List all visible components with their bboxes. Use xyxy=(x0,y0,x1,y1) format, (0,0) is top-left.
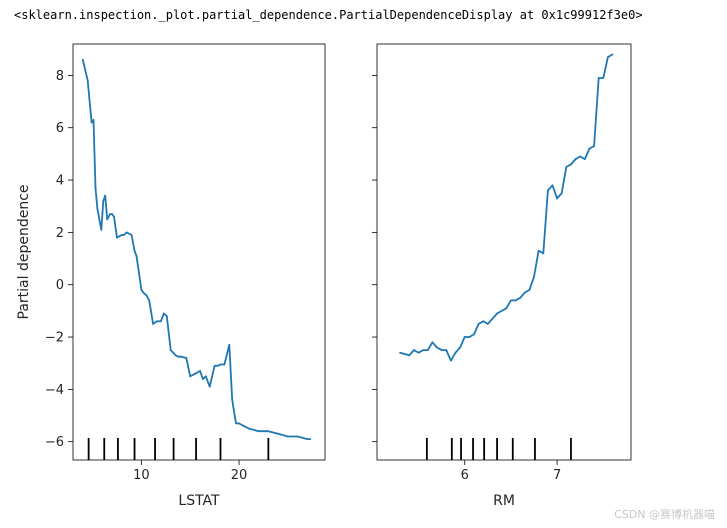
pd-line-segment xyxy=(145,294,151,302)
y-tick-label: −6 xyxy=(45,435,64,450)
y-axis-label: Partial dependence xyxy=(16,184,32,319)
pd-line-segment xyxy=(542,189,549,255)
pd-line-segment xyxy=(473,322,480,336)
y-tick-label: 0 xyxy=(56,278,64,293)
pd-line-segment xyxy=(296,435,309,441)
pd-line-segment xyxy=(148,299,155,325)
pd-line-segment xyxy=(242,425,250,430)
pd-line-segment xyxy=(106,213,111,221)
y-tick-label: 4 xyxy=(56,174,64,189)
pd-line-segment xyxy=(81,58,89,82)
plot-frame-rm xyxy=(376,43,632,461)
pd-line-segment xyxy=(602,56,609,79)
pd-line-segment xyxy=(277,432,289,438)
pd-line-segment xyxy=(426,341,434,352)
pd-line-segment xyxy=(130,234,136,252)
pd-line-segment xyxy=(454,346,462,354)
pd-line-segment xyxy=(267,430,280,435)
pd-line-segment xyxy=(189,372,197,378)
pd-line-segment xyxy=(399,351,411,357)
pd-line-segment xyxy=(533,249,540,278)
pd-line-segment xyxy=(583,147,591,161)
x-tick-label: 6 xyxy=(461,468,469,483)
y-tick-label: −2 xyxy=(45,331,64,346)
pd-line-segment xyxy=(570,158,577,166)
pd-line-segment xyxy=(593,77,600,147)
pd-line-segment xyxy=(94,186,99,210)
pd-panel-lstat: 10 20 −6 −4 −2 0 2 4 6 8 LSTAT Partial dependenc… xyxy=(16,43,326,509)
pd-line-segment xyxy=(228,343,234,401)
y-ticks-rm xyxy=(372,74,377,443)
pd-line-segment xyxy=(459,336,466,349)
pd-line-segment xyxy=(223,343,231,366)
pd-line-segment xyxy=(547,184,554,192)
pd-line-segment xyxy=(199,370,204,380)
pd-line-segment xyxy=(247,427,260,433)
pd-line-segment xyxy=(519,291,526,299)
pd-line-segment xyxy=(204,375,211,388)
x-axis-label-lstat: LSTAT xyxy=(178,493,220,509)
pd-line-segment xyxy=(194,370,201,375)
pd-line-segment xyxy=(86,79,93,124)
pd-line-segment xyxy=(208,364,216,388)
pd-line-segment xyxy=(169,349,177,357)
plot-frame-lstat xyxy=(72,43,326,461)
series-lines-rm xyxy=(399,53,614,362)
pd-line-segment xyxy=(528,275,535,291)
pd-line-segment xyxy=(133,249,138,257)
x-tick-label: 7 xyxy=(553,468,561,483)
pd-line-segment xyxy=(135,254,143,291)
pd-line-segment xyxy=(113,215,118,239)
pd-line-segment xyxy=(92,119,97,189)
x-tick-label: 20 xyxy=(231,468,248,483)
x-axis-label-rm: RM xyxy=(493,493,515,509)
pd-line-segment xyxy=(165,315,172,352)
pd-line-segment xyxy=(556,192,563,200)
pd-line-segment xyxy=(449,351,457,362)
y-tick-label: 2 xyxy=(56,226,64,241)
pd-line-segment xyxy=(125,231,133,236)
y-tick-label: −4 xyxy=(45,383,64,398)
pd-line-segment xyxy=(431,341,438,349)
pd-line-segment xyxy=(486,317,494,325)
pd-line-segment xyxy=(238,422,245,427)
pd-line-segment xyxy=(408,349,415,357)
pd-line-segment xyxy=(505,299,512,310)
x-tick-label: 10 xyxy=(133,468,150,483)
pd-line-segment xyxy=(491,312,499,320)
pd-line-segment xyxy=(551,184,558,200)
pd-line-segment xyxy=(588,145,595,150)
pd-line-segment xyxy=(445,349,452,362)
pd-line-segment xyxy=(116,234,123,239)
pd-line-segment xyxy=(159,312,165,323)
watermark: CSDN @赛博机器喵 xyxy=(614,508,715,521)
x-ticks-lstat: 10 20 xyxy=(133,460,247,483)
pd-line-segment xyxy=(607,53,614,58)
decile-marks-lstat xyxy=(87,438,270,460)
pd-line-segment xyxy=(100,200,105,231)
series-lines-lstat xyxy=(81,58,312,441)
pd-line-segment xyxy=(104,194,109,221)
decile-marks-rm xyxy=(425,438,572,460)
y-tick-label: 8 xyxy=(56,69,64,84)
pd-line-segment xyxy=(185,357,192,378)
pd-line-segment xyxy=(560,166,568,195)
y-tick-label: 6 xyxy=(56,121,64,136)
output-repr-text: <sklearn.inspection._plot.partial_depend… xyxy=(14,8,643,22)
y-ticks-lstat: −6 −4 −2 0 2 4 6 8 xyxy=(45,69,73,450)
pd-line-segment xyxy=(231,398,237,420)
